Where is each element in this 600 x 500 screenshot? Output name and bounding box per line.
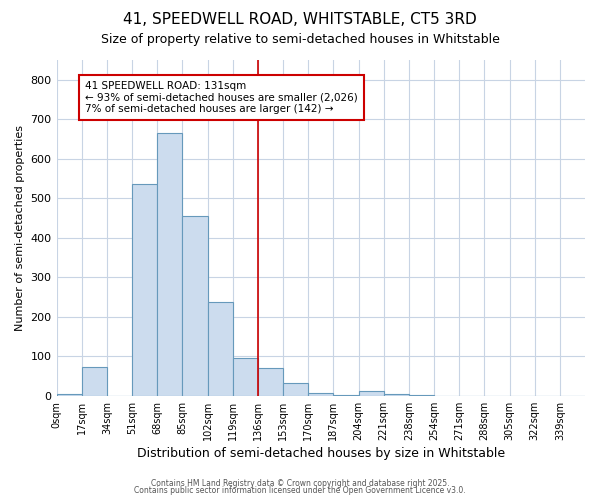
Bar <box>383 394 409 396</box>
Bar <box>182 216 208 396</box>
Text: Contains HM Land Registry data © Crown copyright and database right 2025.: Contains HM Land Registry data © Crown c… <box>151 478 449 488</box>
Bar <box>359 391 383 396</box>
Bar <box>258 368 283 396</box>
Y-axis label: Number of semi-detached properties: Number of semi-detached properties <box>15 125 25 331</box>
Bar <box>208 302 233 396</box>
Bar <box>283 383 308 396</box>
Bar <box>233 358 258 396</box>
Bar <box>82 368 107 396</box>
Bar <box>132 184 157 396</box>
Bar <box>308 392 334 396</box>
X-axis label: Distribution of semi-detached houses by size in Whitstable: Distribution of semi-detached houses by … <box>137 447 505 460</box>
Text: Contains public sector information licensed under the Open Government Licence v3: Contains public sector information licen… <box>134 486 466 495</box>
Text: 41 SPEEDWELL ROAD: 131sqm
← 93% of semi-detached houses are smaller (2,026)
7% o: 41 SPEEDWELL ROAD: 131sqm ← 93% of semi-… <box>85 81 358 114</box>
Bar <box>157 133 182 396</box>
Bar <box>409 394 434 396</box>
Bar <box>334 394 359 396</box>
Text: 41, SPEEDWELL ROAD, WHITSTABLE, CT5 3RD: 41, SPEEDWELL ROAD, WHITSTABLE, CT5 3RD <box>123 12 477 28</box>
Text: Size of property relative to semi-detached houses in Whitstable: Size of property relative to semi-detach… <box>101 32 499 46</box>
Bar <box>56 394 82 396</box>
